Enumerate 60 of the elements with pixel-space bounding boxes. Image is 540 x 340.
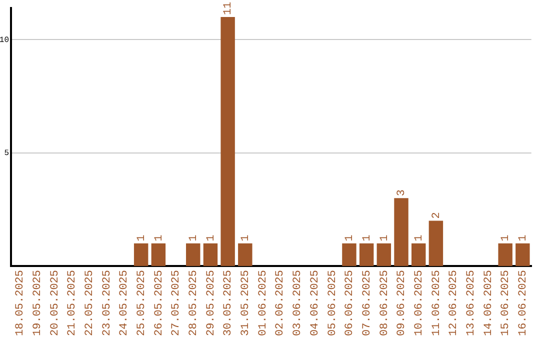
x-tick-label: 29.05.2025: [205, 270, 218, 336]
x-tick-label: 23.05.2025: [101, 270, 114, 336]
x-tick-label: 30.05.2025: [222, 270, 235, 336]
x-tick-label: 03.06.2025: [292, 270, 304, 336]
bar: [376, 243, 392, 266]
data-label: 1: [518, 234, 530, 242]
x-tick-label: 18.05.2025: [14, 270, 27, 336]
x-tick-label: 02.06.2025: [274, 270, 287, 336]
data-label: 1: [188, 234, 200, 242]
bar: [134, 243, 148, 266]
bar: [411, 243, 426, 266]
x-tick-label: 15.06.2025: [500, 270, 512, 336]
x-tick-label: 28.05.2025: [188, 270, 200, 336]
bar: [359, 243, 374, 266]
bar: [394, 198, 408, 266]
x-tick-label: 11.06.2025: [430, 270, 443, 336]
data-label: 3: [396, 189, 408, 196]
x-tick-label: 21.05.2025: [66, 270, 79, 336]
bar: [151, 243, 166, 266]
bar: [203, 243, 218, 266]
x-tick-label: 04.06.2025: [309, 270, 322, 336]
x-tick-label: 27.05.2025: [170, 270, 183, 336]
bar: [342, 243, 356, 266]
y-tick-label: 5: [4, 148, 10, 158]
data-label: 1: [205, 234, 218, 242]
data-label: 1: [136, 234, 148, 242]
bar: [516, 243, 530, 266]
x-tick-label: 13.06.2025: [466, 270, 478, 336]
x-tick-label: 01.06.2025: [257, 270, 270, 336]
x-tick-label: 22.05.2025: [84, 270, 96, 336]
x-tick-label: 14.06.2025: [482, 270, 495, 336]
x-tick-label: 05.06.2025: [326, 270, 339, 336]
x-tick-label: 20.05.2025: [49, 270, 62, 336]
data-label: 1: [240, 234, 252, 242]
x-tick-label: 12.06.2025: [448, 270, 460, 336]
data-label: 1: [378, 234, 391, 242]
x-tick-label: 31.05.2025: [240, 270, 252, 336]
bar: [238, 243, 252, 266]
data-label: 1: [361, 234, 374, 242]
x-tick-label: 08.06.2025: [378, 270, 391, 336]
y-tick-label: 10: [0, 36, 10, 45]
bar: [498, 243, 512, 266]
bar: [220, 17, 235, 266]
bar: [186, 243, 200, 266]
data-label: 11: [222, 1, 235, 16]
x-tick-label: 26.05.2025: [153, 270, 166, 336]
x-tick-label: 06.06.2025: [344, 270, 356, 336]
data-label: 1: [500, 234, 512, 242]
x-tick-label: 16.06.2025: [518, 270, 530, 336]
data-label: 1: [344, 234, 356, 242]
x-tick-label: 10.06.2025: [414, 270, 426, 336]
bar: [428, 220, 444, 266]
x-tick-label: 09.06.2025: [396, 270, 408, 336]
data-label: 1: [153, 234, 166, 242]
data-label: 2: [430, 212, 443, 219]
x-tick-label: 19.05.2025: [32, 270, 44, 336]
data-label: 1: [414, 234, 426, 242]
x-tick-label: 07.06.2025: [361, 270, 374, 336]
x-tick-label: 24.05.2025: [118, 270, 131, 336]
x-tick-label: 25.05.2025: [136, 270, 148, 336]
